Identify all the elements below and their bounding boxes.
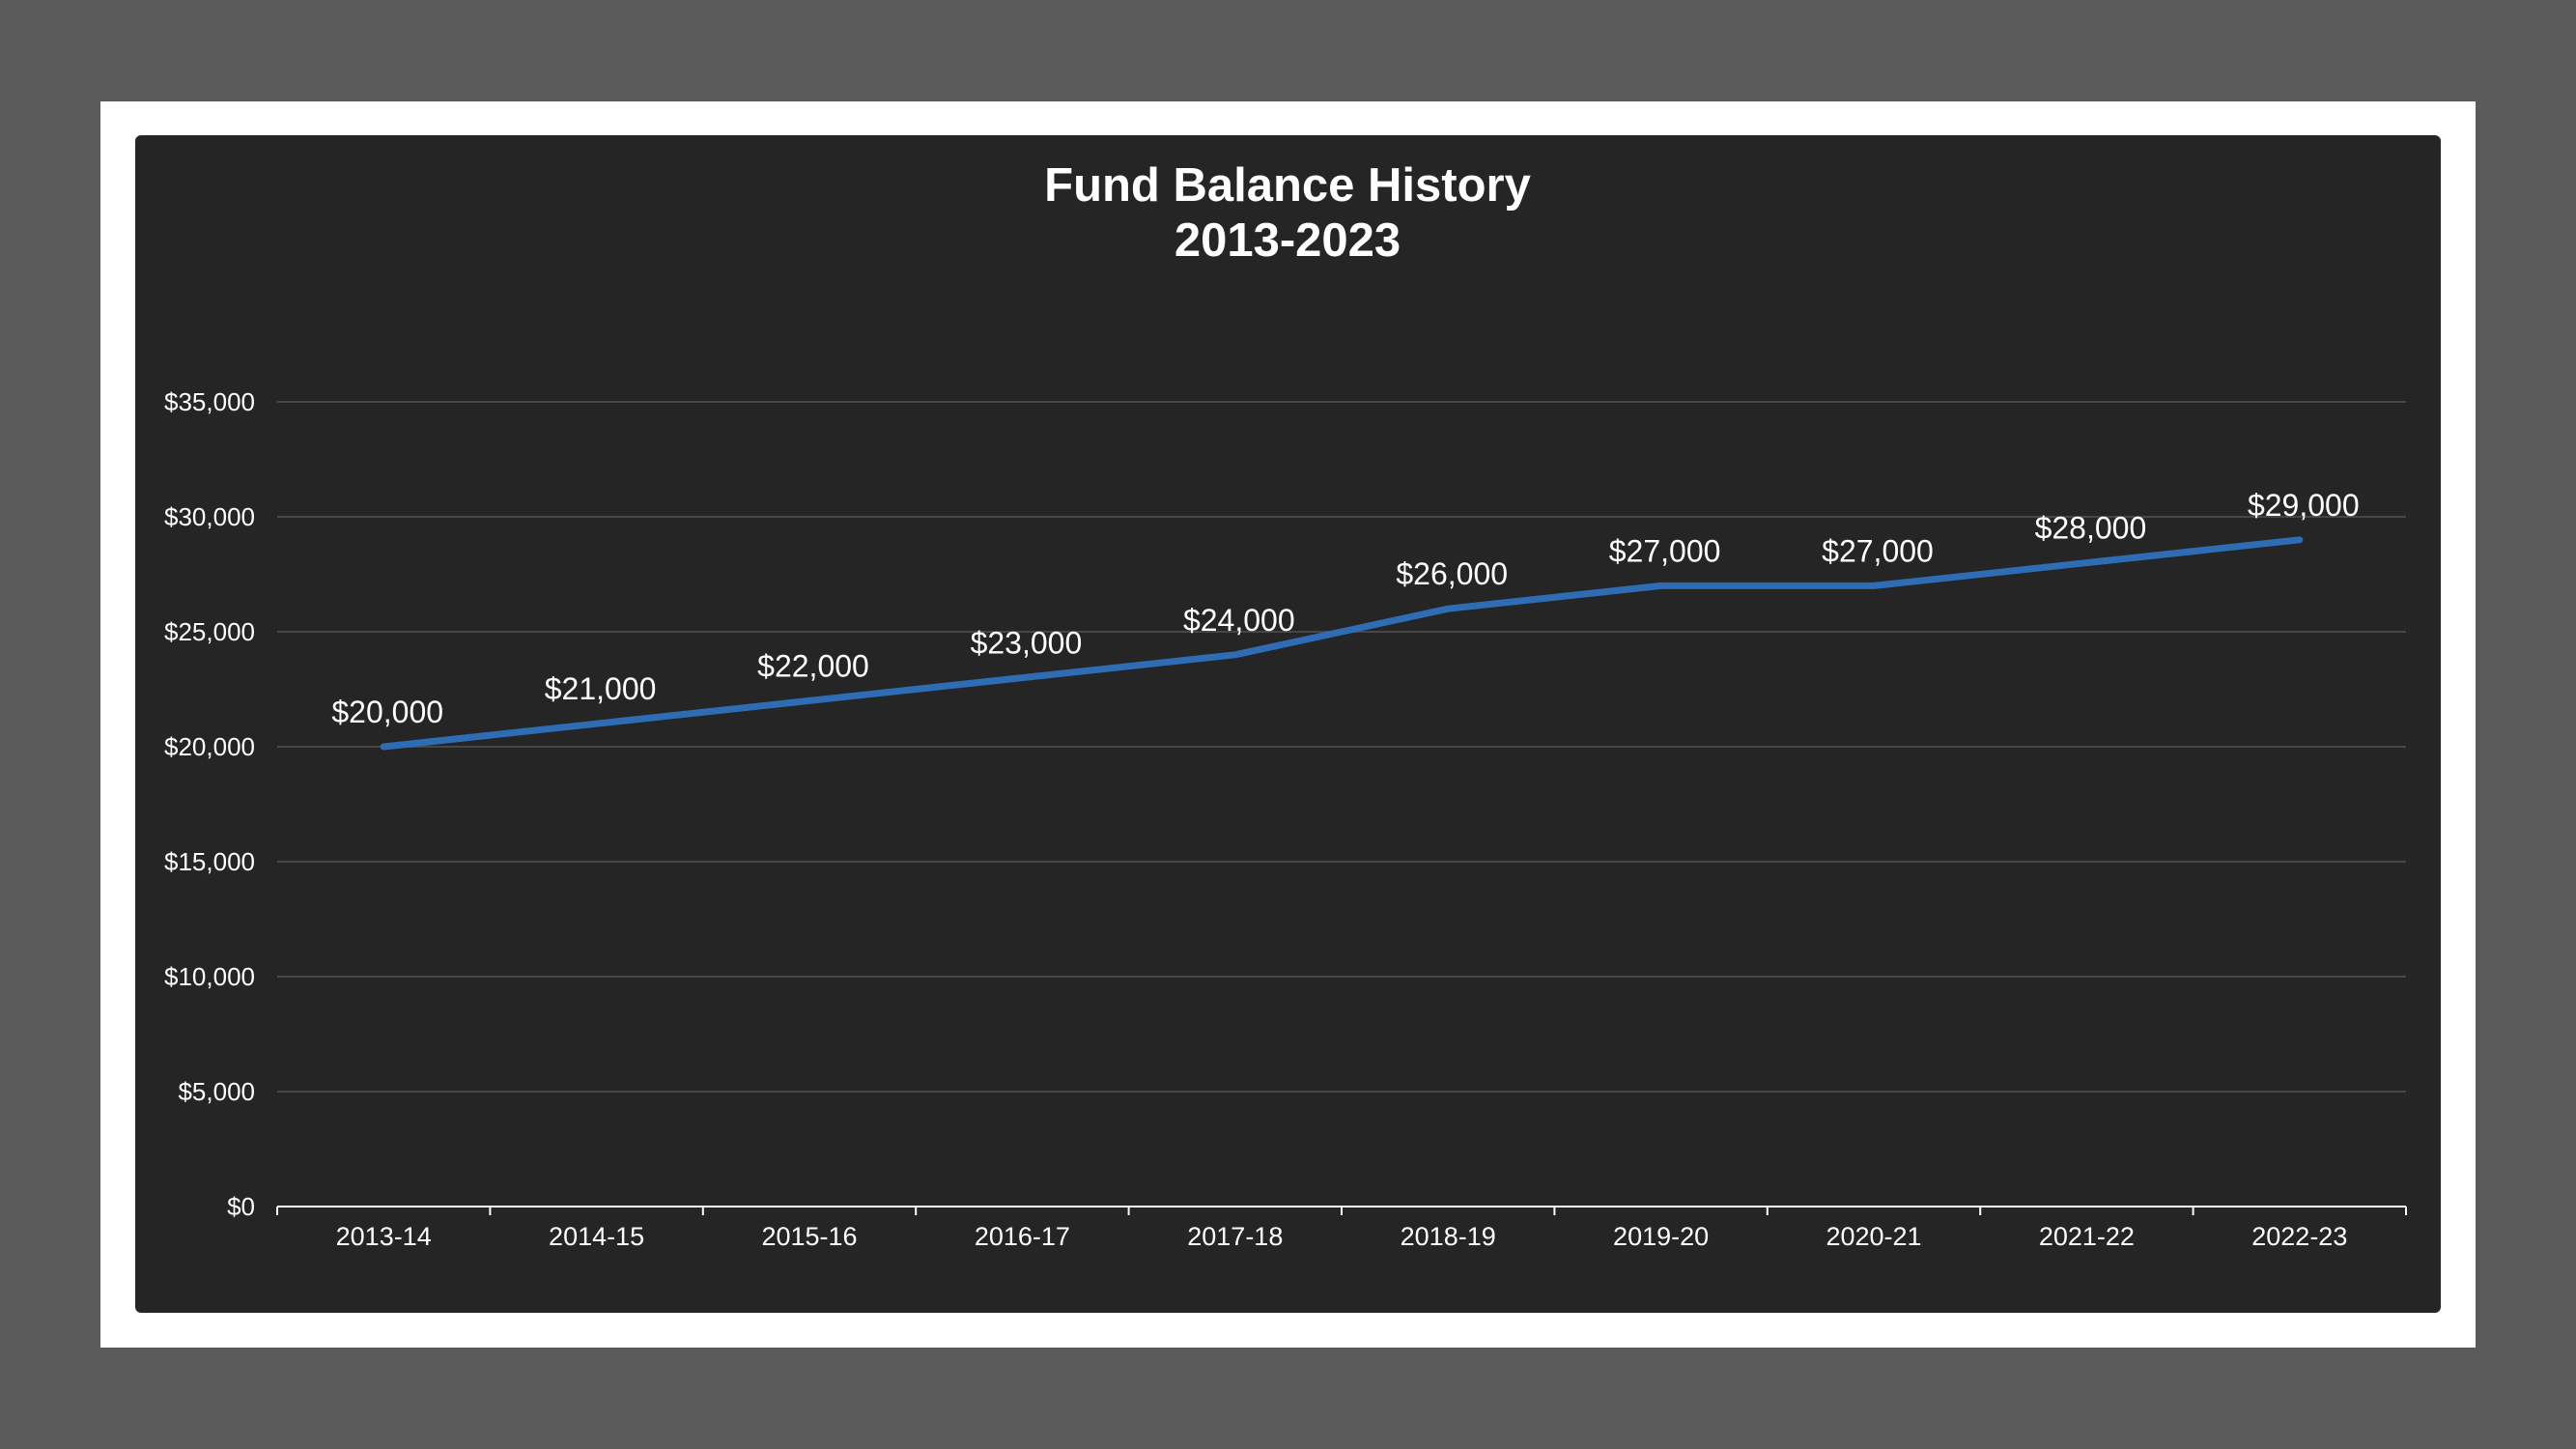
data-point xyxy=(1019,674,1026,681)
data-label: $27,000 xyxy=(1609,533,1721,568)
x-tick-label: 2014-15 xyxy=(549,1222,644,1251)
data-label: $22,000 xyxy=(757,648,869,683)
data-point xyxy=(593,721,600,727)
x-tick-label: 2020-21 xyxy=(1826,1222,1921,1251)
data-point xyxy=(1445,606,1452,612)
series-layer xyxy=(380,536,2304,751)
line-chart: Fund Balance History 2013-2023 $0$5,000$… xyxy=(164,159,2407,1251)
y-tick-label: $35,000 xyxy=(164,387,255,416)
y-tick-label: $20,000 xyxy=(164,732,255,761)
chart-panel: Fund Balance History 2013-2023 $0 $5,000 $… xyxy=(135,135,2441,1313)
data-label: $28,000 xyxy=(2035,511,2147,546)
y-tick-label: $25,000 xyxy=(164,617,255,646)
data-labels: $20,000 $21,000 $22,000 $23,000 $24,000 $26,0… xyxy=(331,488,2359,729)
chart-subtitle: 2013-2023 xyxy=(1175,214,1401,267)
y-tick-label: $15,000 xyxy=(164,847,255,876)
data-point xyxy=(2083,559,2090,566)
data-point xyxy=(807,697,812,704)
y-tick-label: $30,000 xyxy=(164,502,255,531)
data-point xyxy=(2296,536,2303,543)
chart-title: Fund Balance History xyxy=(1044,159,1531,212)
data-point xyxy=(381,744,387,750)
x-tick-label: 2016-17 xyxy=(975,1222,1070,1251)
x-tick-label: 2015-16 xyxy=(761,1222,857,1251)
y-axis-ticks: $0 $5,000 $10,000 $15,000 $20,000 $25,000 $30,… xyxy=(164,387,255,1221)
x-tick-label: 2022-23 xyxy=(2251,1222,2347,1251)
data-point xyxy=(1231,651,1238,658)
data-label: $23,000 xyxy=(971,626,1083,661)
y-tick-label: $10,000 xyxy=(164,962,255,991)
data-label: $26,000 xyxy=(1396,556,1508,591)
x-axis: 2013-14 2014-15 2015-16 2016-17 2017-18 2018-… xyxy=(276,1206,2407,1251)
data-point xyxy=(1657,582,1664,589)
data-label: $24,000 xyxy=(1183,603,1295,638)
data-label: $20,000 xyxy=(331,695,443,729)
x-tick-label: 2019-20 xyxy=(1613,1222,1709,1251)
x-tick-label: 2021-22 xyxy=(2039,1222,2135,1251)
data-label: $29,000 xyxy=(2248,488,2360,523)
y-tick-label: $0 xyxy=(227,1192,255,1221)
data-label: $27,000 xyxy=(1822,533,1934,568)
x-tick-label: 2018-19 xyxy=(1401,1222,1496,1251)
series-line xyxy=(380,536,2304,751)
y-tick-label: $5,000 xyxy=(178,1077,255,1106)
x-tick-label: 2013-14 xyxy=(336,1222,432,1251)
gridlines xyxy=(277,401,2406,1093)
data-point xyxy=(1871,582,1877,589)
x-tick-label: 2017-18 xyxy=(1187,1222,1283,1251)
data-label: $21,000 xyxy=(545,671,657,706)
